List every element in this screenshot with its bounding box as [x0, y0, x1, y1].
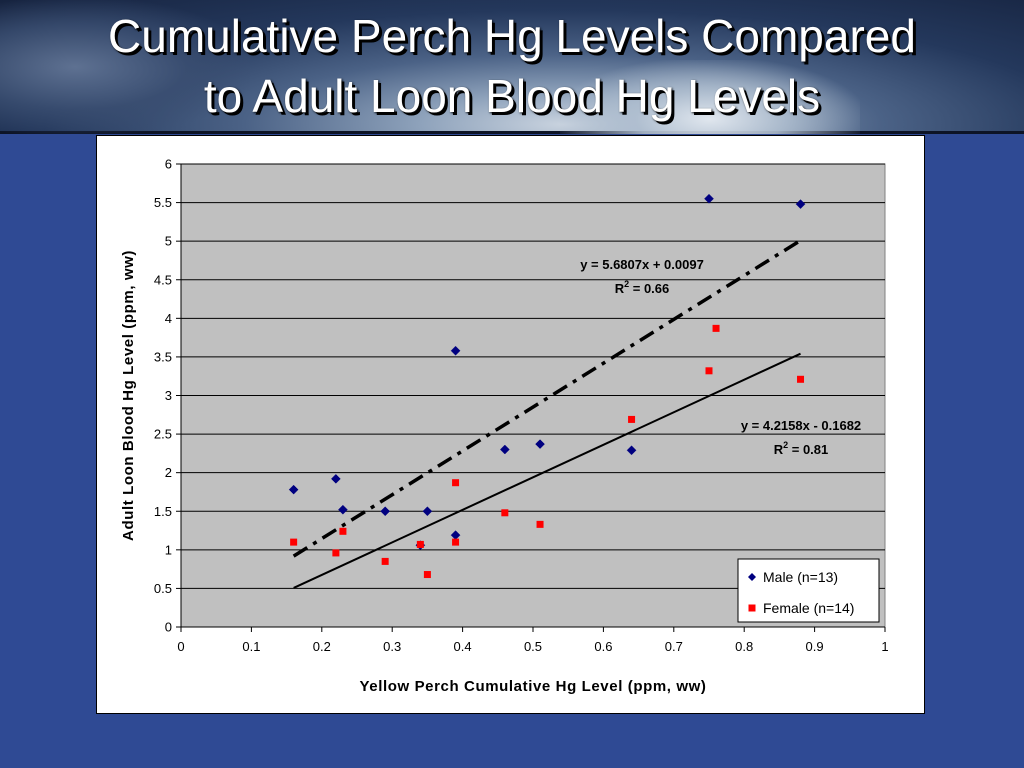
y-tick-label: 5: [165, 234, 172, 249]
trend-equation-female: y = 4.2158x - 0.1682: [741, 418, 861, 433]
female-data-point: [339, 527, 347, 535]
male-data-point: [626, 445, 637, 456]
trendline-female: [293, 352, 801, 589]
female-data-point: [628, 415, 636, 423]
male-data-point: [338, 504, 348, 515]
trend-equation-male: y = 5.6807x + 0.0097: [580, 257, 704, 272]
male-data-point: [535, 439, 545, 449]
female-data-point: [536, 520, 544, 528]
x-tick-label: 0.7: [665, 639, 683, 654]
female-data-point: [332, 549, 340, 557]
female-data-point: [797, 375, 805, 383]
y-tick-label: 2: [165, 465, 172, 480]
x-tick-label: 0: [177, 639, 184, 654]
female-data-point: [381, 557, 389, 565]
female-data-point: [423, 571, 431, 579]
male-data-point: [450, 345, 461, 356]
x-tick-label: 0.6: [594, 639, 612, 654]
y-tick-label: 2.5: [154, 427, 172, 442]
x-tick-label: 0.5: [524, 639, 542, 654]
male-data-point: [704, 193, 714, 204]
legend-label-male: Male (n=13): [763, 569, 838, 585]
y-tick-label: 4: [165, 311, 172, 326]
y-tick-label: 1: [165, 542, 172, 557]
title-banner: Cumulative Perch Hg Levels Compared to A…: [0, 0, 1024, 134]
x-tick-label: 0.1: [242, 639, 260, 654]
chart-panel: 0 0.5 1 1.5 2 2.5 3 3.5 4 4.5 5 5.5 6 0 0.1 0.2 0.3 0.4 0.…: [96, 135, 925, 714]
x-tick-label: 0.9: [806, 639, 824, 654]
scatter-chart: 0 0.5 1 1.5 2 2.5 3 3.5 4 4.5 5 5.5 6 0 0.1 0.2 0.3 0.4 0.…: [120, 157, 889, 696]
trend-r2-male: R2 = 0.66: [615, 279, 670, 296]
x-tick-label: 0.4: [454, 639, 472, 654]
legend-box: [737, 558, 880, 623]
banner-cloud-bright: [560, 60, 860, 134]
male-data-point: [288, 484, 299, 495]
male-data-point: [422, 506, 433, 517]
slide-title-line-1: Cumulative Perch Hg Levels Compared: [108, 10, 916, 62]
female-data-point: [712, 324, 720, 332]
y-tick-label: 6: [165, 157, 172, 172]
male-data-point: [331, 473, 341, 484]
slide-title-line-2: to Adult Loon Blood Hg Levels: [203, 70, 821, 122]
female-data-point: [290, 538, 298, 546]
legend-marker-female: [748, 604, 756, 612]
male-data-point: [795, 199, 806, 209]
female-data-point: [416, 540, 424, 548]
female-data-point: [452, 538, 460, 546]
trend-r2-female: R2 = 0.81: [774, 440, 829, 457]
x-axis-title: Yellow Perch Cumulative Hg Level (ppm, w…: [360, 678, 707, 695]
legend-label-female: Female (n=14): [763, 600, 854, 616]
y-tick-label: 5.5: [154, 195, 172, 210]
male-data-point: [380, 506, 391, 517]
banner-cloud-left: [0, 0, 250, 134]
x-tick-label: 0.8: [735, 639, 753, 654]
x-tick-label: 0.2: [313, 639, 331, 654]
y-axis-title: Adult Loon Blood Hg Level (ppm, ww): [120, 250, 137, 541]
x-tick-label: 0.3: [383, 639, 401, 654]
y-tick-label: 3.5: [154, 349, 172, 364]
y-tick-label: 3: [165, 388, 172, 403]
female-data-point: [705, 367, 713, 375]
female-data-point: [452, 479, 460, 487]
y-tick-label: 1.5: [154, 504, 172, 519]
y-tick-label: 4.5: [154, 272, 172, 287]
female-data-point: [501, 509, 509, 517]
x-tick-label: 1: [881, 639, 888, 654]
y-tick-label: 0: [165, 620, 172, 635]
y-tick-label: 0.5: [154, 581, 172, 596]
male-data-point: [499, 444, 510, 455]
trendline-male: [292, 239, 802, 558]
legend-marker-male: [748, 573, 756, 581]
